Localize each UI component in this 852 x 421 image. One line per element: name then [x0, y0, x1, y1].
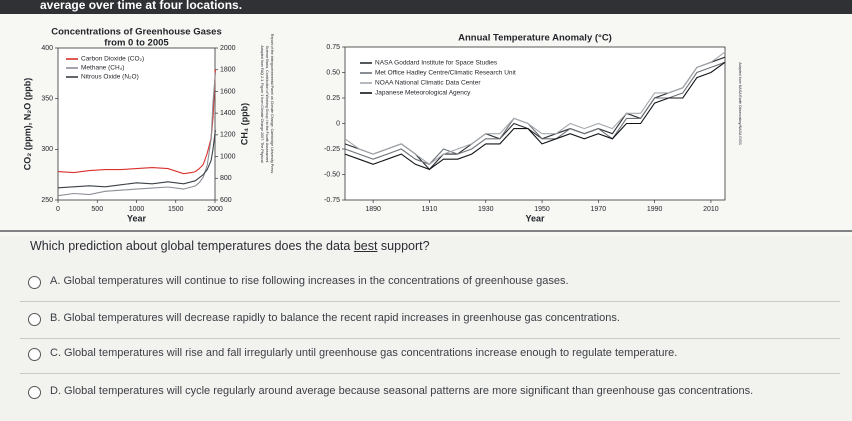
credit: Adapted from NASA Earth Observatory/NASA… — [738, 62, 742, 145]
x-tick-label: 1910 — [422, 206, 438, 213]
radio-button[interactable] — [28, 276, 41, 289]
question-text: Which prediction about global temperatur… — [30, 239, 354, 253]
x-tick-label: 1970 — [591, 206, 607, 213]
radio-button[interactable] — [28, 386, 41, 399]
legend-label: NASA Goddard Institute for Space Studies — [375, 60, 498, 67]
x-tick-label: 2000 — [207, 206, 223, 213]
x-tick-label: 500 — [91, 206, 103, 213]
y-tick-label: 0.50 — [326, 69, 340, 76]
y2-tick-label: 1400 — [220, 110, 236, 117]
y2-tick-label: 1000 — [220, 153, 236, 160]
y2-tick-label: 1600 — [220, 88, 236, 95]
plot-area — [57, 47, 216, 201]
series-line — [57, 69, 216, 175]
credit: Adapted from FAQ 2.1, Figure 1 from Clim… — [260, 45, 264, 163]
y2-tick-label: 2000 — [220, 45, 236, 52]
legend-label: NOAA National Climatic Data Center — [375, 80, 481, 87]
separator — [20, 338, 840, 339]
question: Which prediction about global temperatur… — [30, 239, 430, 253]
y-tick-label: 0.75 — [326, 44, 340, 51]
question-emphasis: best — [353, 239, 378, 253]
option-text[interactable]: D. Global temperatures will cycle regula… — [50, 385, 754, 397]
x-tick-label: 1500 — [168, 206, 184, 213]
y2-tick-label: 1200 — [220, 132, 236, 139]
option-text[interactable]: C. Global temperatures will rise and fal… — [50, 347, 678, 359]
y-tick-label: 350 — [41, 96, 53, 103]
series-line — [57, 72, 216, 197]
y-tick-label: 0 — [336, 120, 340, 127]
chart-title: Concentrations of Greenhouse Gases — [51, 27, 222, 38]
chart-subtitle: from 0 to 2005 — [104, 38, 169, 49]
y-tick-label: 0.25 — [326, 95, 340, 102]
separator — [20, 373, 840, 374]
series-line — [344, 61, 726, 171]
x-tick-label: 1000 — [129, 206, 145, 213]
series-line — [344, 51, 726, 165]
separator — [20, 301, 840, 302]
legend-label: Japanese Meteorological Agency — [375, 90, 471, 97]
y-tick-label: 250 — [41, 197, 53, 204]
x-tick-label: 1890 — [365, 206, 381, 213]
y2-tick-label: 800 — [220, 175, 232, 182]
credit: Science Basis. Contribution of Working G… — [265, 46, 269, 163]
option-text[interactable]: B. Global temperatures will decrease rap… — [50, 312, 620, 324]
x-tick-label: 1950 — [534, 206, 550, 213]
x-tick-label: 1990 — [647, 206, 663, 213]
y-tick-label: -0.25 — [324, 146, 340, 153]
y2-axis-label: CH₄ (ppb) — [239, 103, 249, 145]
radio-button[interactable] — [28, 348, 41, 361]
chart-title: Annual Temperature Anomaly (°C) — [458, 33, 612, 44]
option-text[interactable]: A. Global temperatures will continue to … — [50, 275, 569, 287]
legend-label: Met Office Hadley Centre/Climatic Resear… — [375, 70, 516, 77]
banner-text: average over time at four locations. — [40, 0, 243, 12]
series-line — [57, 130, 216, 189]
y-tick-label: -0.75 — [324, 197, 340, 204]
y-axis-label: CO₂ (ppm), N₂O (ppb) — [22, 78, 32, 170]
y2-tick-label: 600 — [220, 197, 232, 204]
banner: average over time at four locations. — [0, 0, 852, 14]
credit: Report of the Intergovernmental Panel on… — [270, 34, 274, 174]
y2-tick-label: 1800 — [220, 67, 236, 74]
y-tick-label: 400 — [41, 45, 53, 52]
x-tick-label: 1930 — [478, 206, 494, 213]
x-axis-label: Year — [525, 213, 545, 223]
legend-label: Nitrous Oxide (N₂O) — [81, 74, 139, 81]
plot-area — [344, 46, 726, 201]
x-tick-label: 2010 — [703, 206, 719, 213]
y-tick-label: 300 — [41, 146, 53, 153]
x-axis-label: Year — [127, 213, 147, 223]
x-tick-label: 0 — [56, 206, 60, 213]
question-text: support? — [377, 239, 430, 253]
legend-label: Methane (CH₄) — [81, 65, 124, 72]
series-line — [344, 61, 726, 165]
radio-button[interactable] — [28, 313, 41, 326]
legend-label: Carbon Dioxide (CO₂) — [81, 56, 144, 63]
y-tick-label: -0.50 — [324, 171, 340, 178]
